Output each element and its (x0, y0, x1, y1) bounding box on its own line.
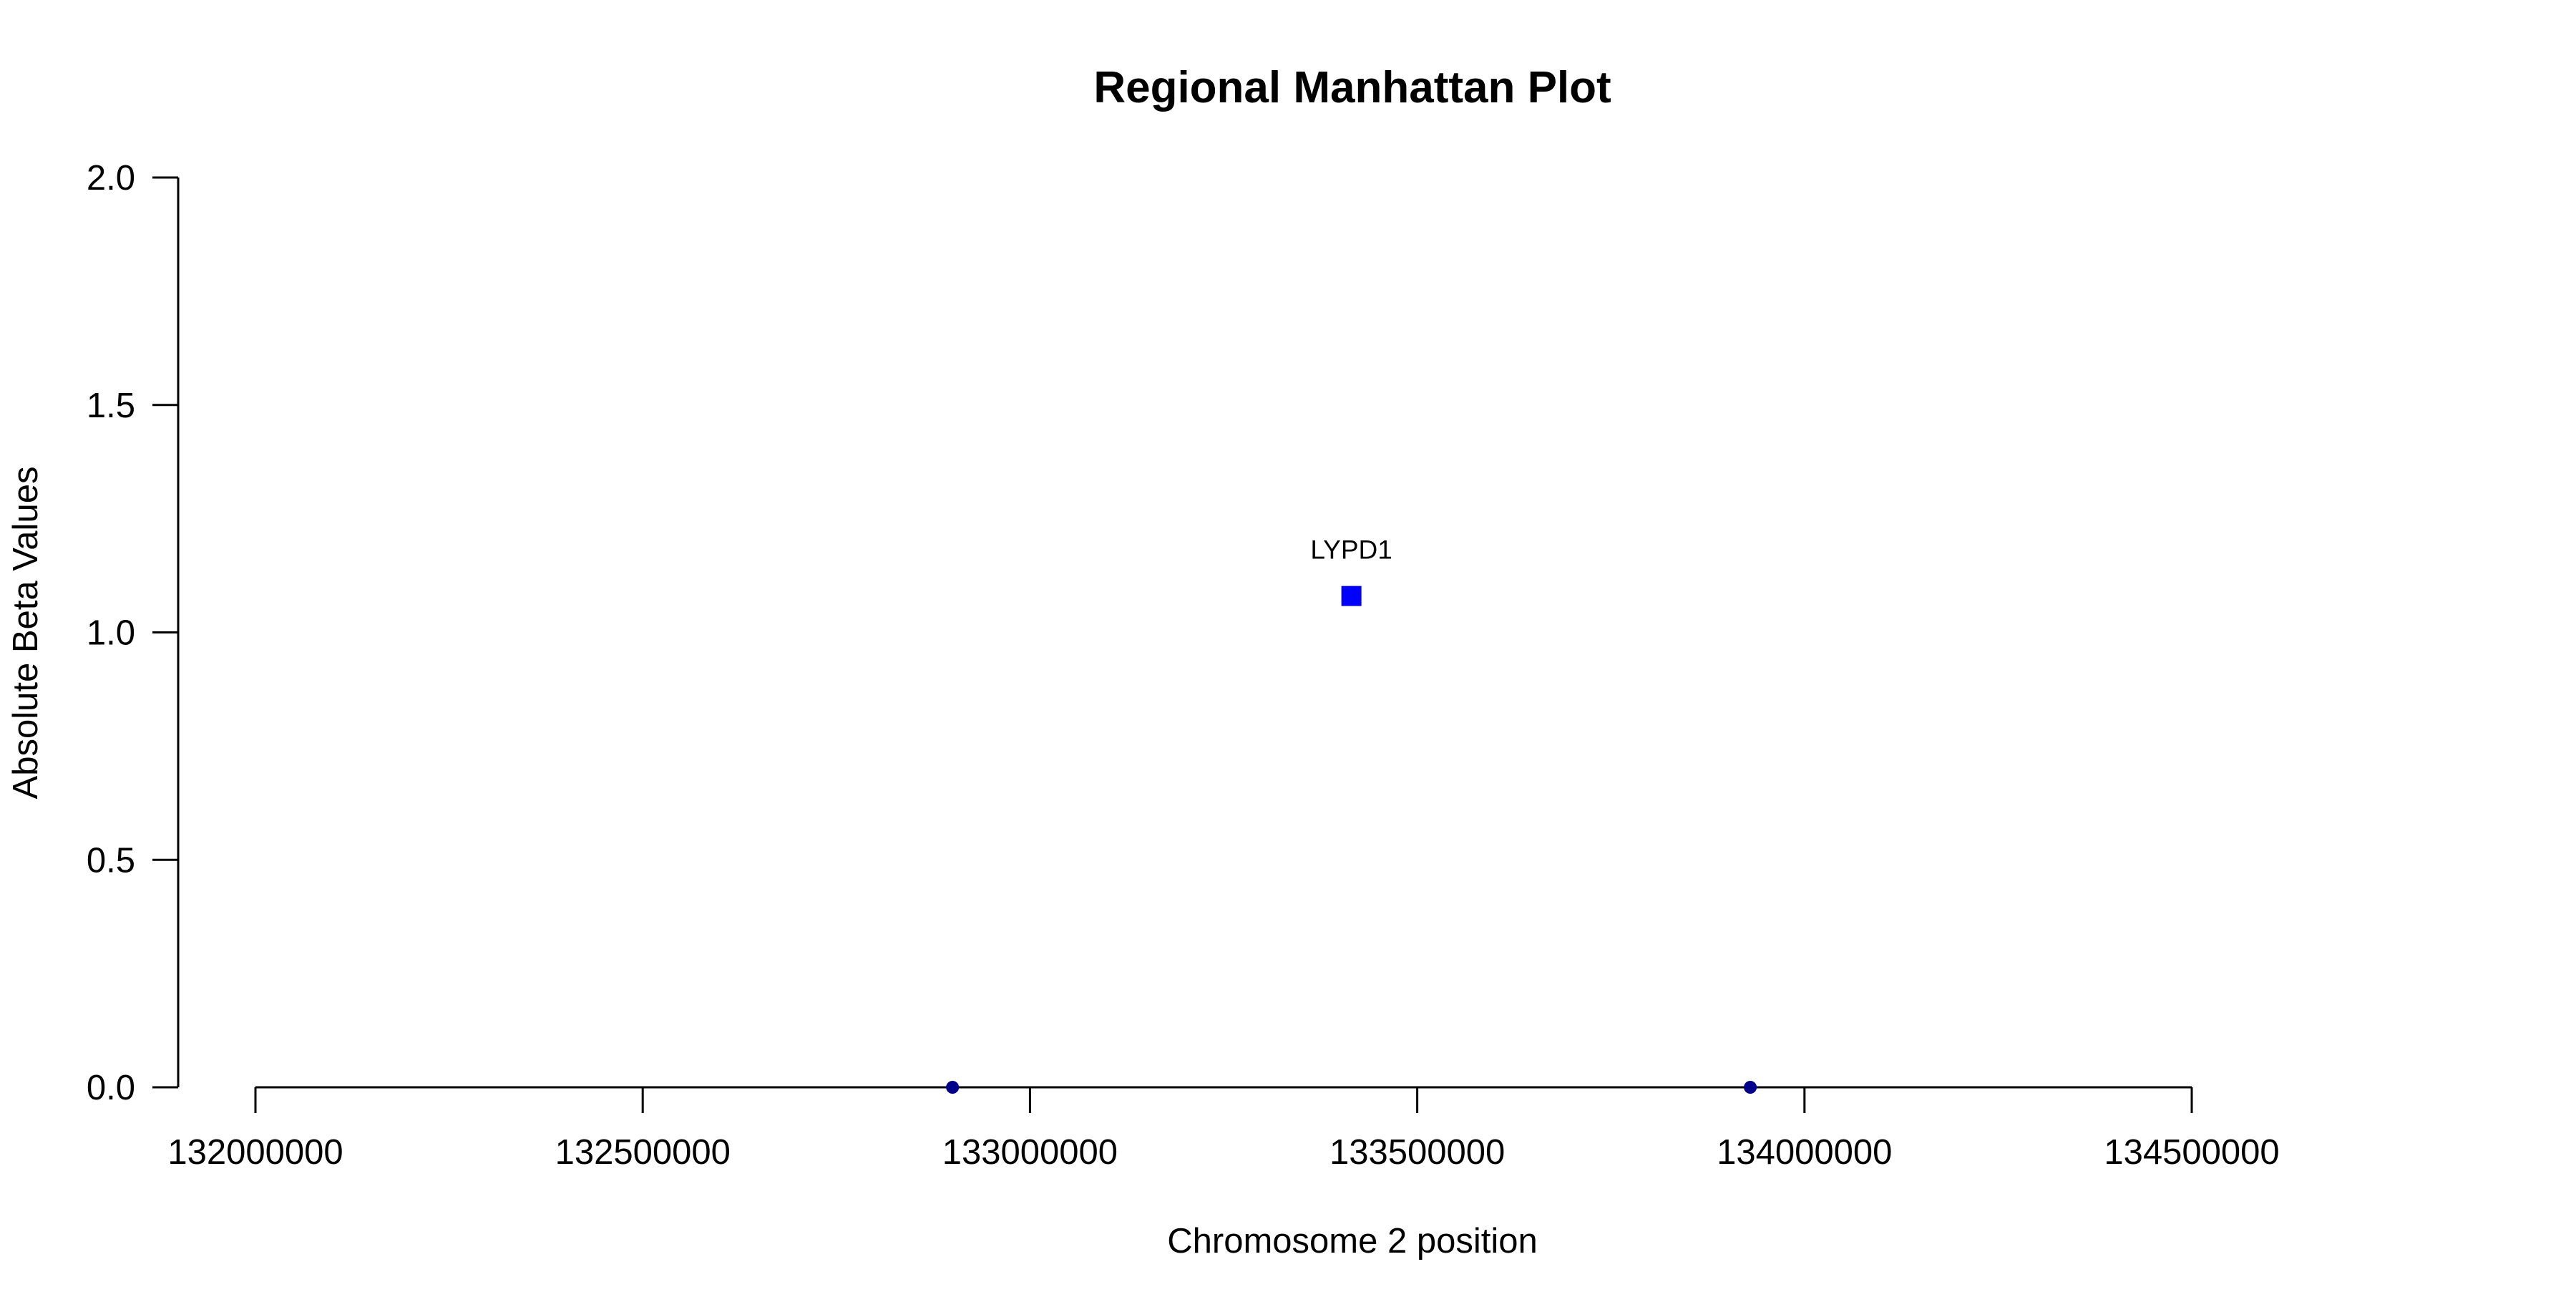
x-ticks: 132000000 132500000 133000000 133500000 1340… (167, 1087, 2280, 1172)
y-tick-label: 0.5 (87, 841, 135, 880)
chart-title: Regional Manhattan Plot (1093, 63, 1611, 112)
data-point-square (1341, 586, 1362, 606)
x-tick-label: 132500000 (555, 1133, 731, 1172)
y-tick-label: 1.5 (87, 387, 135, 425)
data-points: LYPD1 (946, 535, 1757, 1094)
x-tick-label: 134000000 (1717, 1133, 1892, 1172)
y-tick-label: 0.0 (87, 1069, 135, 1107)
y-axis-label: Absolute Beta Values (6, 467, 45, 800)
x-tick-label: 133500000 (1330, 1133, 1505, 1172)
x-tick-label: 132000000 (167, 1133, 343, 1172)
y-ticks: 0.0 0.5 1.0 1.5 2.0 (87, 159, 178, 1107)
gene-label: LYPD1 (1310, 535, 1392, 565)
x-tick-label: 134500000 (2104, 1133, 2279, 1172)
x-axis-label: Chromosome 2 position (1167, 1222, 1537, 1261)
x-tick-label: 133000000 (942, 1133, 1118, 1172)
data-point-circle (946, 1081, 960, 1094)
y-tick-label: 2.0 (87, 159, 135, 198)
y-tick-label: 1.0 (87, 614, 135, 653)
data-point-circle (1744, 1081, 1757, 1094)
